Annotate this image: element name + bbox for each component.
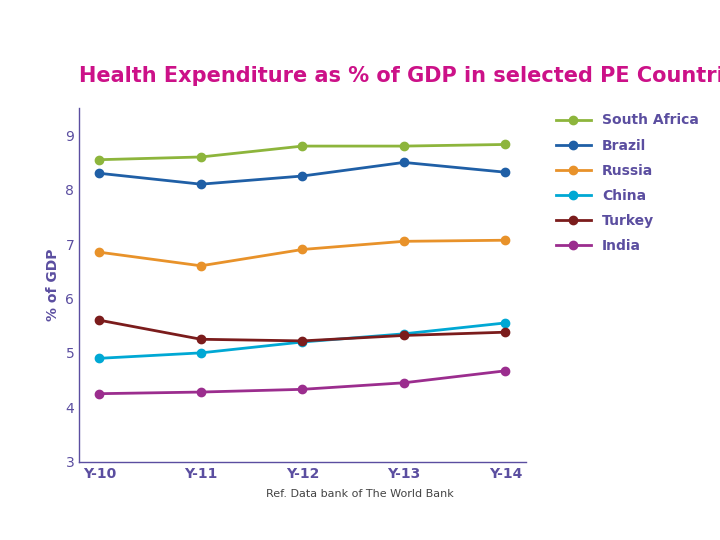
Turkey — [400, 332, 408, 339]
Turkey — [197, 336, 205, 342]
Russia — [95, 249, 104, 255]
China — [400, 330, 408, 337]
Line: Russia: Russia — [95, 236, 510, 270]
Y-axis label: % of GDP: % of GDP — [46, 248, 60, 321]
Line: China: China — [95, 319, 510, 362]
Brazil — [197, 181, 205, 187]
Turkey — [501, 329, 510, 335]
Turkey — [298, 338, 307, 344]
South Africa — [197, 154, 205, 160]
Legend: South Africa, Brazil, Russia, China, Turkey, India: South Africa, Brazil, Russia, China, Tur… — [550, 108, 704, 259]
Russia — [400, 238, 408, 245]
Brazil — [400, 159, 408, 166]
India — [400, 380, 408, 386]
Line: South Africa: South Africa — [95, 140, 510, 164]
India — [197, 389, 205, 395]
China — [95, 355, 104, 362]
Russia — [298, 246, 307, 253]
Line: Turkey: Turkey — [95, 316, 510, 345]
Text: Ref. Data bank of The World Bank: Ref. Data bank of The World Bank — [266, 489, 454, 499]
Brazil — [298, 173, 307, 179]
India — [501, 368, 510, 374]
China — [197, 349, 205, 356]
Brazil — [501, 169, 510, 176]
Brazil — [95, 170, 104, 177]
South Africa — [298, 143, 307, 150]
Line: India: India — [95, 367, 510, 398]
Turkey — [95, 317, 104, 323]
Text: Health Expenditure as % of GDP in selected PE Countries: Health Expenditure as % of GDP in select… — [79, 66, 720, 86]
Russia — [501, 237, 510, 244]
India — [95, 390, 104, 397]
South Africa — [400, 143, 408, 150]
Russia — [197, 262, 205, 269]
South Africa — [95, 157, 104, 163]
China — [298, 339, 307, 345]
China — [501, 320, 510, 326]
India — [298, 386, 307, 393]
Line: Brazil: Brazil — [95, 158, 510, 188]
South Africa — [501, 141, 510, 148]
